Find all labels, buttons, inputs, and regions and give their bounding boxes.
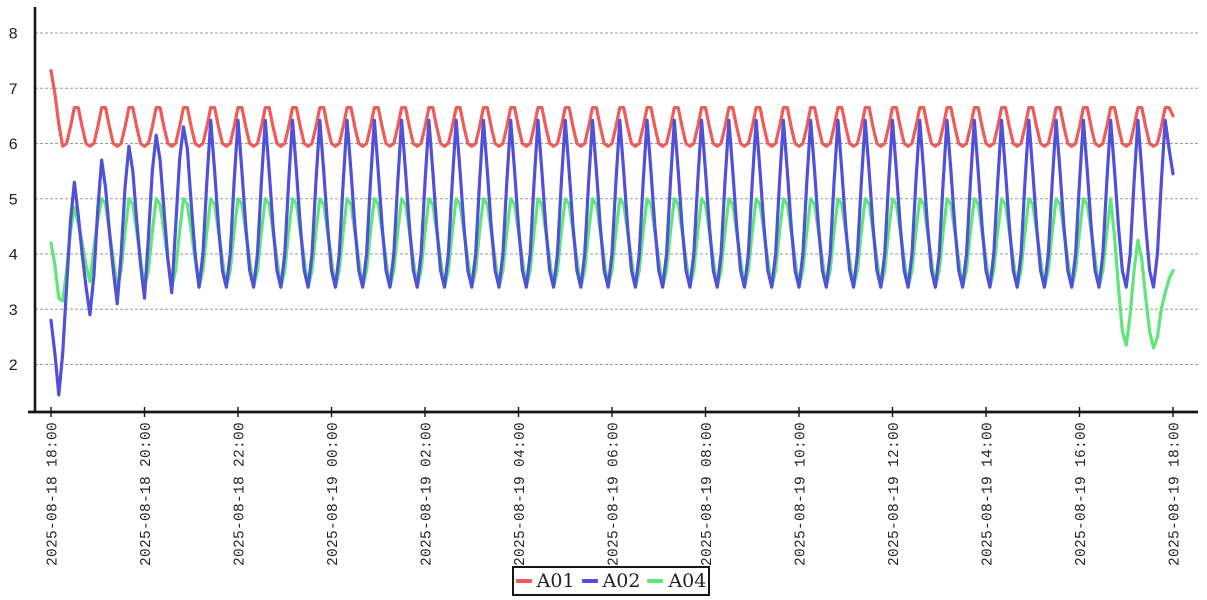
svg-text:2025-08-18 20:00: 2025-08-18 20:00 <box>139 422 155 566</box>
svg-text:2025-08-19 14:00: 2025-08-19 14:00 <box>981 422 997 566</box>
svg-text:2025-08-19 18:00: 2025-08-19 18:00 <box>1168 422 1184 566</box>
svg-text:7: 7 <box>8 81 18 99</box>
legend-item-a02: A02 <box>581 569 641 592</box>
svg-text:4: 4 <box>8 247 18 265</box>
svg-text:2025-08-19 02:00: 2025-08-19 02:00 <box>420 422 436 566</box>
svg-text:5: 5 <box>8 191 18 209</box>
series-line-a02 <box>49 118 1175 397</box>
legend: A01 A02 A04 <box>512 566 710 596</box>
svg-text:2025-08-19 12:00: 2025-08-19 12:00 <box>887 422 903 566</box>
svg-text:6: 6 <box>8 136 18 154</box>
y-tick-labels: 2 3 4 5 6 7 8 <box>8 26 18 376</box>
x-tick-labels: 2025-08-18 18:00 2025-08-18 20:00 2025-08-… <box>46 422 1184 566</box>
legend-label-a04: A04 <box>668 569 707 592</box>
svg-text:2025-08-19 04:00: 2025-08-19 04:00 <box>513 422 529 566</box>
legend-item-a04: A04 <box>647 569 707 592</box>
legend-item-a01: A01 <box>515 569 575 592</box>
svg-text:2025-08-19 00:00: 2025-08-19 00:00 <box>326 422 342 566</box>
svg-text:2: 2 <box>8 357 18 375</box>
legend-line-swatch-a01 <box>515 579 532 583</box>
svg-text:8: 8 <box>8 26 18 44</box>
legend-line-swatch-a04 <box>647 579 664 583</box>
svg-text:2025-08-18 22:00: 2025-08-18 22:00 <box>233 422 249 566</box>
legend-label-a01: A01 <box>536 569 575 592</box>
svg-text:2025-08-19 16:00: 2025-08-19 16:00 <box>1074 422 1090 566</box>
x-ticks <box>50 407 1174 417</box>
svg-text:2025-08-19 08:00: 2025-08-19 08:00 <box>700 422 716 566</box>
svg-text:3: 3 <box>8 302 18 320</box>
series-line-a01 <box>49 68 1175 148</box>
legend-label-a02: A02 <box>602 569 641 592</box>
legend-line-swatch-a02 <box>581 579 598 583</box>
svg-text:2025-08-19 10:00: 2025-08-19 10:00 <box>794 422 810 566</box>
svg-text:2025-08-19 06:00: 2025-08-19 06:00 <box>607 422 623 566</box>
svg-text:2025-08-18 18:00: 2025-08-18 18:00 <box>46 422 62 566</box>
axes <box>28 7 1198 414</box>
